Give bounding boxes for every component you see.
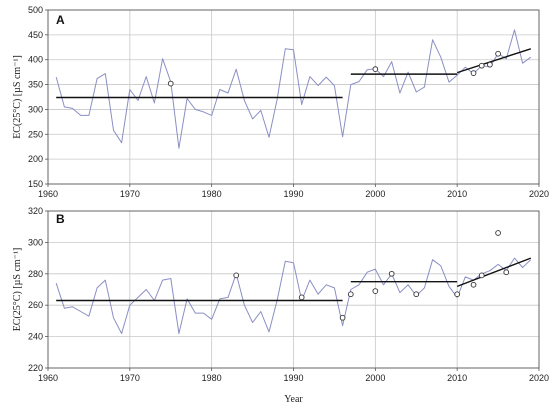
panel-label: B: [56, 212, 65, 226]
outlier-marker: [495, 50, 501, 57]
x-tick-label: 1960: [38, 373, 58, 383]
x-tick-label: 2010: [447, 373, 467, 383]
outlier-marker: [167, 80, 174, 87]
y-tick-label: 350: [28, 80, 43, 90]
x-axis-label: Year: [284, 394, 303, 405]
outlier-marker: [298, 294, 305, 301]
panel-label: A: [56, 13, 65, 27]
x-tick-label: 1990: [283, 189, 303, 199]
x-tick-label: 1980: [202, 189, 222, 199]
x-tick-label: 2000: [365, 373, 385, 383]
outlier-marker: [454, 291, 461, 298]
y-axis-label: EC(25°C) [µS cm⁻¹]: [12, 55, 23, 139]
x-tick-label: 1960: [38, 189, 58, 199]
panel-a: 1960 1970 1980 1990 2000 2010 2020 150 200 250 300…: [12, 5, 549, 199]
y-tick-label: 260: [28, 300, 43, 310]
y-tick-label: 300: [28, 237, 43, 247]
outlier-marker: [470, 281, 477, 288]
outlier-marker: [470, 70, 477, 76]
x-tick-label: 1990: [283, 373, 303, 383]
outlier-marker: [233, 272, 240, 279]
y-tick-label: 320: [28, 206, 43, 216]
outlier-marker: [413, 291, 420, 298]
y-tick-label: 240: [28, 332, 43, 342]
y-tick-label: 220: [28, 363, 43, 373]
trend-line: [456, 48, 532, 74]
y-tick-label: 450: [28, 30, 43, 40]
panel-b: 1960 1970 1980 1990 2000 2010 2020 220 240 260 280…: [12, 206, 549, 405]
outlier-marker: [347, 291, 354, 298]
x-tick-label: 2020: [529, 373, 549, 383]
y-axis-label: EC(25°C) [µS cm⁻¹]: [12, 248, 23, 332]
outlier-marker: [478, 272, 485, 279]
y-tick-label: 500: [28, 5, 43, 15]
outlier-marker: [339, 314, 346, 321]
x-tick-label: 1970: [120, 189, 140, 199]
y-tick-label: 280: [28, 269, 43, 279]
outlier-marker: [503, 269, 510, 276]
outlier-marker: [372, 288, 379, 294]
x-tick-label: 2010: [447, 189, 467, 199]
x-tick-label: 1980: [202, 373, 222, 383]
outlier-marker: [495, 230, 501, 236]
outlier-marker: [388, 270, 395, 277]
x-tick-label: 2020: [529, 189, 549, 199]
y-tick-label: 200: [28, 154, 43, 164]
y-tick-label: 300: [28, 104, 43, 114]
x-tick-label: 2000: [365, 189, 385, 199]
outlier-marker: [487, 61, 493, 68]
y-tick-label: 250: [28, 129, 43, 139]
outlier-marker: [478, 62, 485, 69]
outlier-marker: [372, 66, 379, 73]
x-tick-label: 1970: [120, 373, 140, 383]
trend-line: [456, 257, 532, 288]
y-tick-label: 150: [28, 179, 43, 189]
y-tick-label: 400: [28, 55, 43, 65]
